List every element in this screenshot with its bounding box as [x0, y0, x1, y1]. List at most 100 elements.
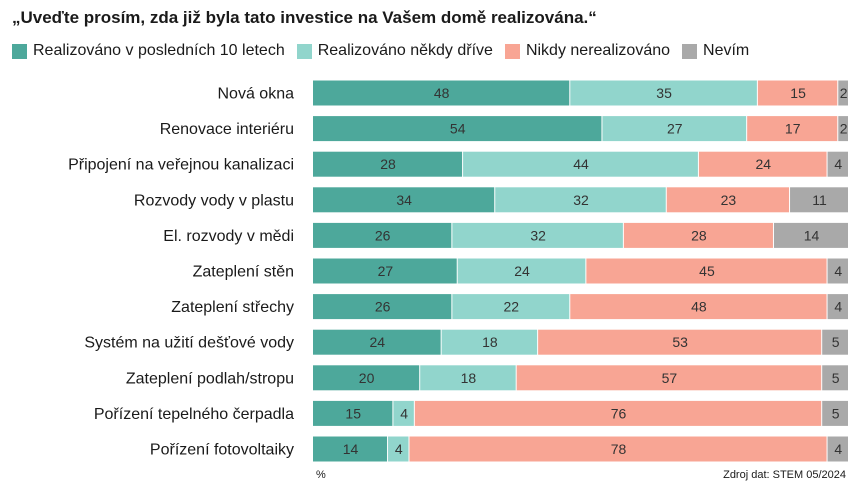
bar-segment-nova-okna-s1 — [570, 80, 757, 106]
data-label-renovace-interieru-s0: 54 — [450, 121, 466, 137]
legend: Realizováno v posledních 10 letech Reali… — [12, 40, 761, 62]
category-label-rozvody-vody-v-plastu: Rozvody vody v plastu — [134, 192, 294, 209]
data-label-zatepleni-sten-s3: 4 — [834, 263, 842, 279]
bar-segment-porizeni-fotovoltaiky-s3 — [827, 436, 848, 462]
data-label-pripojeni-na-verejnou-kanalizaci-s3: 4 — [834, 156, 842, 172]
data-label-porizeni-tepelneho-cerpadla-s0: 15 — [345, 405, 361, 421]
source-note: Zdroj dat: STEM 05/2024 — [723, 469, 846, 481]
bar-segment-rozvody-vody-v-plastu-s2 — [666, 187, 790, 213]
bar-segment-zatepleni-sten-s2 — [586, 258, 827, 284]
data-label-rozvody-vody-v-plastu-s0: 34 — [396, 192, 412, 208]
bar-segment-porizeni-tepelneho-cerpadla-s3 — [822, 400, 848, 426]
bar-segment-renovace-interieru-s3 — [838, 116, 848, 142]
bar-segment-pripojeni-na-verejnou-kanalizaci-s1 — [463, 151, 698, 177]
bar-segment-zatepleni-sten-s3 — [827, 258, 848, 284]
bar-segment-system-na-uziti-destove-vody-s3 — [822, 329, 848, 355]
data-label-zatepleni-strechy-s1: 22 — [504, 299, 520, 315]
data-label-zatepleni-podlah-stropu-s1: 18 — [461, 370, 477, 386]
bar-segment-porizeni-tepelneho-cerpadla-s1 — [393, 400, 414, 426]
data-label-zatepleni-strechy-s3: 4 — [834, 299, 842, 315]
data-label-el-rozvody-v-medi-s0: 26 — [375, 227, 391, 243]
category-label-zatepleni-strechy: Zateplení střechy — [171, 299, 294, 316]
bar-segment-system-na-uziti-destove-vody-s2 — [538, 329, 822, 355]
data-label-zatepleni-podlah-stropu-s0: 20 — [359, 370, 375, 386]
category-label-pripojeni-na-verejnou-kanalizaci: Připojení na veřejnou kanalizaci — [68, 157, 294, 174]
bar-segment-porizeni-tepelneho-cerpadla-s0 — [313, 400, 393, 426]
data-label-porizeni-tepelneho-cerpadla-s1: 4 — [400, 405, 408, 421]
bar-segment-rozvody-vody-v-plastu-s3 — [790, 187, 848, 213]
data-label-nova-okna-s0: 48 — [434, 85, 450, 101]
data-label-system-na-uziti-destove-vody-s2: 53 — [672, 334, 688, 350]
bar-segment-system-na-uziti-destove-vody-s1 — [441, 329, 538, 355]
data-label-renovace-interieru-s2: 17 — [785, 121, 801, 137]
bar-segment-zatepleni-strechy-s3 — [827, 294, 848, 320]
bar-segment-el-rozvody-v-medi-s1 — [452, 222, 623, 248]
bar-segment-system-na-uziti-destove-vody-s0 — [313, 329, 441, 355]
bar-segment-zatepleni-sten-s1 — [457, 258, 586, 284]
bar-segment-zatepleni-strechy-s0 — [313, 294, 452, 320]
bar-segment-porizeni-tepelneho-cerpadla-s2 — [414, 400, 822, 426]
legend-label-recent: Realizováno v posledních 10 letech — [33, 42, 285, 59]
legend-swatch-recent — [12, 43, 27, 59]
bar-segment-renovace-interieru-s2 — [747, 116, 838, 142]
category-label-nova-okna: Nová okna — [218, 86, 295, 103]
data-label-zatepleni-sten-s0: 27 — [378, 263, 394, 279]
data-label-porizeni-fotovoltaiky-s1: 4 — [395, 441, 403, 457]
legend-label-dontknow: Nevím — [703, 42, 750, 59]
category-label-el-rozvody-v-medi: El. rozvody v mědi — [163, 228, 294, 245]
legend-item-recent: Realizováno v posledních 10 letech — [12, 42, 285, 60]
bar-segment-renovace-interieru-s1 — [602, 116, 747, 142]
legend-swatch-earlier — [296, 43, 312, 59]
bar-segment-zatepleni-podlah-stropu-s3 — [822, 365, 848, 391]
bar-segment-pripojeni-na-verejnou-kanalizaci-s2 — [698, 151, 827, 177]
bar-segment-renovace-interieru-s0 — [313, 116, 602, 142]
category-label-porizeni-tepelneho-cerpadla: Pořízení tepelného čerpadla — [94, 406, 294, 423]
data-label-rozvody-vody-v-plastu-s2: 23 — [721, 192, 737, 208]
bar-segment-el-rozvody-v-medi-s3 — [773, 222, 848, 248]
data-label-pripojeni-na-verejnou-kanalizaci-s1: 44 — [573, 156, 589, 172]
data-label-porizeni-tepelneho-cerpadla-s3: 5 — [832, 405, 840, 421]
bar-segment-nova-okna-s3 — [838, 80, 848, 106]
data-label-zatepleni-podlah-stropu-s3: 5 — [832, 370, 840, 386]
bar-segment-zatepleni-sten-s0 — [313, 258, 457, 284]
bar-segment-zatepleni-strechy-s2 — [570, 294, 827, 320]
legend-swatch-dontknow — [682, 43, 698, 59]
category-label-system-na-uziti-destove-vody: Systém na užití dešťové vody — [84, 335, 294, 352]
data-label-porizeni-fotovoltaiky-s0: 14 — [343, 441, 359, 457]
data-label-porizeni-fotovoltaiky-s3: 4 — [834, 441, 842, 457]
legend-swatch-never — [504, 43, 520, 59]
data-label-rozvody-vody-v-plastu-s1: 32 — [573, 192, 589, 208]
data-label-nova-okna-s2: 15 — [790, 85, 806, 101]
data-label-pripojeni-na-verejnou-kanalizaci-s0: 28 — [380, 156, 396, 172]
data-label-el-rozvody-v-medi-s2: 28 — [691, 227, 707, 243]
data-label-renovace-interieru-s1: 27 — [667, 121, 683, 137]
data-label-nova-okna-s3: 2 — [840, 85, 848, 101]
data-label-el-rozvody-v-medi-s1: 32 — [530, 227, 546, 243]
data-label-nova-okna-s1: 35 — [656, 85, 672, 101]
bar-segment-porizeni-fotovoltaiky-s1 — [388, 436, 409, 462]
bar-segment-rozvody-vody-v-plastu-s1 — [495, 187, 666, 213]
category-label-renovace-interieru: Renovace interiéru — [160, 121, 294, 138]
legend-label-earlier: Realizováno někdy dříve — [317, 42, 493, 59]
unit-label: % — [316, 469, 326, 481]
chart-title: „Uveďte prosím, zda již byla tato invest… — [12, 8, 597, 27]
data-label-zatepleni-strechy-s2: 48 — [691, 299, 707, 315]
data-label-zatepleni-podlah-stropu-s2: 57 — [662, 370, 678, 386]
data-label-system-na-uziti-destove-vody-s1: 18 — [482, 334, 498, 350]
data-label-zatepleni-sten-s2: 45 — [699, 263, 715, 279]
bar-segment-zatepleni-strechy-s1 — [452, 294, 570, 320]
bar-segment-rozvody-vody-v-plastu-s0 — [313, 187, 495, 213]
bar-segment-porizeni-fotovoltaiky-s2 — [409, 436, 827, 462]
data-label-system-na-uziti-destove-vody-s0: 24 — [370, 334, 386, 350]
category-label-porizeni-fotovoltaiky: Pořízení fotovoltaiky — [150, 442, 294, 459]
category-label-zatepleni-podlah-stropu: Zateplení podlah/stropu — [126, 370, 294, 387]
data-label-porizeni-tepelneho-cerpadla-s2: 76 — [611, 405, 627, 421]
bar-segment-nova-okna-s0 — [313, 80, 570, 106]
category-label-zatepleni-sten: Zateplení stěn — [193, 264, 294, 281]
data-label-porizeni-fotovoltaiky-s2: 78 — [611, 441, 627, 457]
bar-segment-el-rozvody-v-medi-s2 — [623, 222, 773, 248]
legend-item-never: Nikdy nerealizováno — [504, 42, 670, 60]
bar-segment-zatepleni-podlah-stropu-s2 — [516, 365, 822, 391]
legend-item-dontknow: Nevím — [682, 42, 749, 60]
